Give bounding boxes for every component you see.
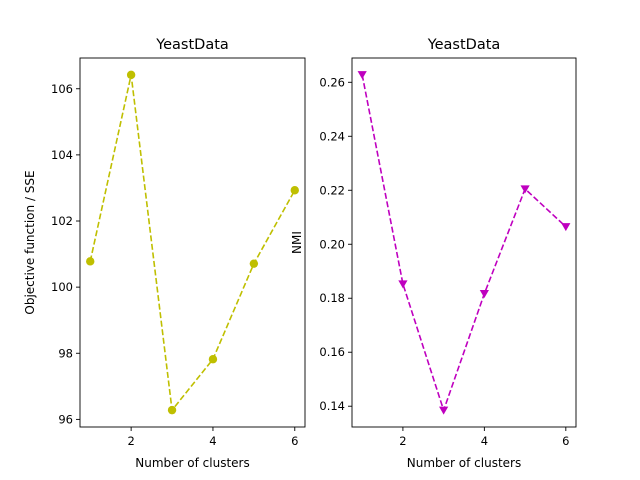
series-line (89, 74, 296, 413)
data-point (398, 280, 408, 289)
y-tick-label: 106 (51, 82, 73, 96)
data-point (249, 259, 259, 268)
chart-title: YeastData (427, 37, 501, 53)
series-line (361, 74, 567, 413)
x-tick-label: 6 (291, 434, 298, 448)
x-tick-label: 2 (399, 434, 406, 448)
y-axis-label: NMI (290, 231, 304, 254)
y-tick-label: 0.26 (319, 75, 345, 89)
y-tick-label: 0.18 (319, 291, 345, 305)
y-axis-label: Objective function / SSE (23, 170, 37, 314)
data-point (208, 355, 218, 364)
plot-frame (79, 57, 306, 428)
y-tick-label: 96 (58, 412, 73, 426)
data-point (479, 290, 489, 299)
x-tick-label: 4 (209, 434, 216, 448)
data-point (86, 257, 95, 266)
y-tick-label: 104 (51, 148, 73, 162)
x-axis-label: Number of clusters (135, 456, 249, 470)
chart-right-nmi: YeastData Number of clusters NMI 2 4 6 0.14… (290, 37, 577, 470)
y-tick-label: 0.14 (319, 399, 345, 413)
data-point (561, 223, 571, 232)
data-point (167, 405, 177, 415)
y-tick-label: 100 (51, 280, 73, 294)
y-tick-label: 0.20 (319, 237, 345, 251)
plot-frame (351, 57, 577, 428)
data-point (126, 70, 136, 80)
data-point (357, 71, 367, 80)
data-point (520, 185, 530, 194)
x-tick-label: 6 (562, 434, 569, 448)
chart-title: YeastData (155, 37, 229, 53)
data-point (290, 186, 299, 195)
y-tick-label: 0.22 (319, 183, 345, 197)
chart-left-sse: YeastData Number of clusters Objective f… (23, 37, 306, 470)
y-tick-label: 102 (51, 214, 73, 228)
data-point (439, 406, 449, 415)
x-tick-label: 2 (127, 434, 134, 448)
y-tick-label: 0.16 (319, 345, 345, 359)
x-tick-label: 4 (481, 434, 488, 448)
x-axis-label: Number of clusters (407, 456, 521, 470)
y-tick-label: 98 (58, 346, 73, 360)
y-tick-label: 0.24 (319, 129, 345, 143)
